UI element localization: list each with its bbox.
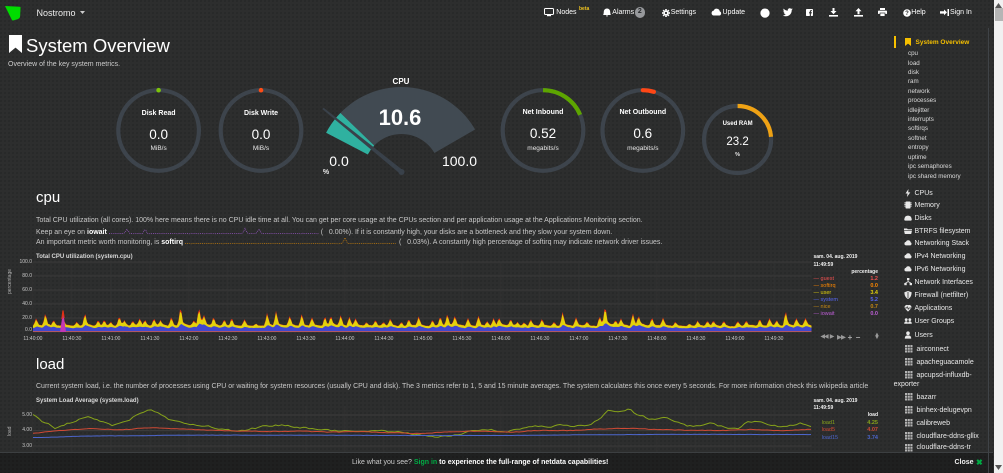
svg-text:?: ? — [905, 11, 909, 17]
